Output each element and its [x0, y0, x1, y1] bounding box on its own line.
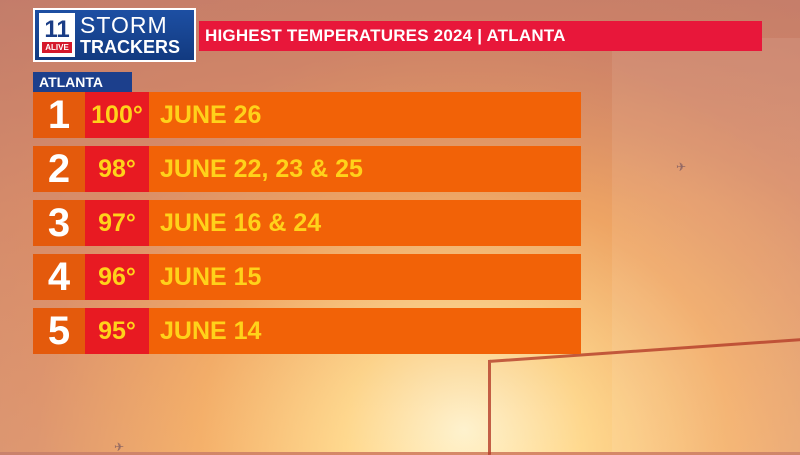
page-title: HIGHEST TEMPERATURES 2024 | ATLANTA: [205, 26, 566, 45]
date-label: JUNE 15: [149, 254, 581, 300]
rank-number: 2: [33, 146, 85, 192]
storm-trackers-logo: 11 ALIVE STORM TRACKERS: [33, 8, 196, 62]
rank-number: 4: [33, 254, 85, 300]
date-label: JUNE 22, 23 & 25: [149, 146, 581, 192]
logo-wordmark: STORM TRACKERS: [80, 11, 181, 57]
date-label: JUNE 26: [149, 92, 581, 138]
location-tab: ATLANTA: [33, 72, 132, 92]
background-panel: [612, 38, 800, 452]
temperature-ranking-list: 1 100° JUNE 26 2 98° JUNE 22, 23 & 25 3 …: [33, 92, 581, 362]
airplane-icon: ✈: [114, 440, 125, 454]
ranking-row-5: 5 95° JUNE 14: [33, 308, 581, 354]
temperature-value: 96°: [85, 254, 149, 300]
logo-alive: ALIVE: [42, 41, 72, 53]
temperature-value: 100°: [85, 92, 149, 138]
date-label: JUNE 16 & 24: [149, 200, 581, 246]
airplane-icon: ✈: [676, 160, 687, 174]
logo-number: 11: [44, 15, 70, 43]
ranking-row-2: 2 98° JUNE 22, 23 & 25: [33, 146, 581, 192]
temperature-value: 97°: [85, 200, 149, 246]
temperature-value: 95°: [85, 308, 149, 354]
logo-storm-text: STORM: [80, 11, 168, 38]
title-bar: HIGHEST TEMPERATURES 2024 | ATLANTA: [199, 21, 762, 51]
ranking-row-3: 3 97° JUNE 16 & 24: [33, 200, 581, 246]
channel-logo-mark: 11 ALIVE: [39, 13, 75, 57]
date-label: JUNE 14: [149, 308, 581, 354]
rank-number: 3: [33, 200, 85, 246]
ranking-row-4: 4 96° JUNE 15: [33, 254, 581, 300]
rank-number: 5: [33, 308, 85, 354]
ranking-row-1: 1 100° JUNE 26: [33, 92, 581, 138]
temperature-value: 98°: [85, 146, 149, 192]
location-label: ATLANTA: [39, 74, 104, 90]
logo-trackers-text: TRACKERS: [80, 36, 181, 57]
rank-number: 1: [33, 92, 85, 138]
